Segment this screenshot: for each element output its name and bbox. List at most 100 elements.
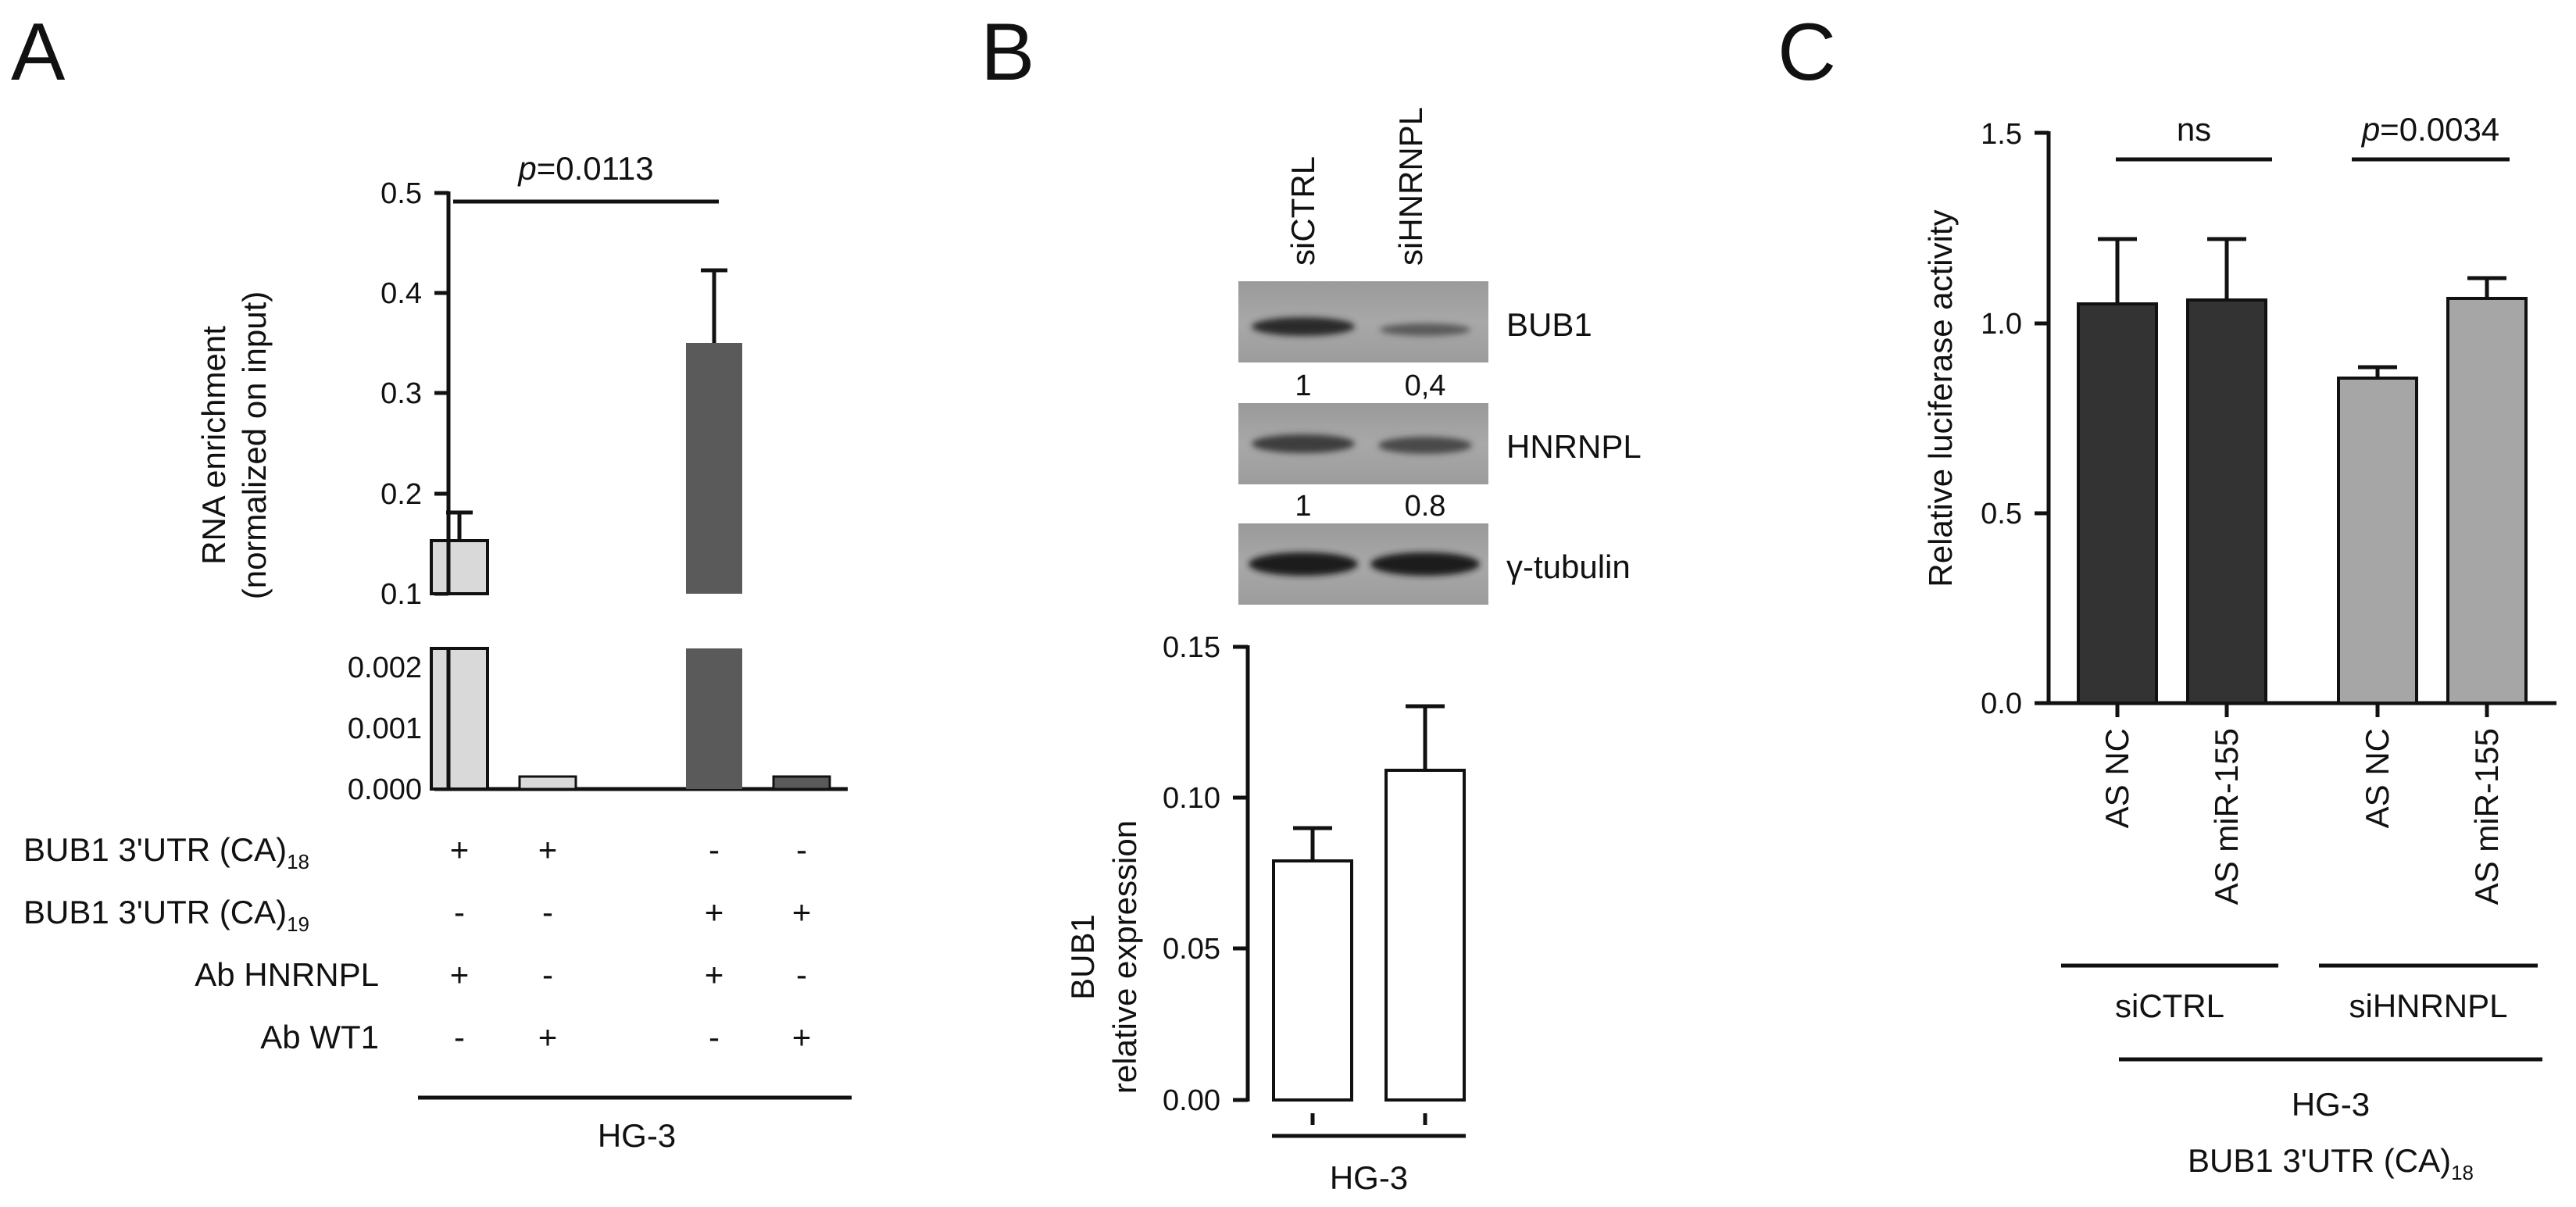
a-sign: + [450,831,470,868]
c-group-label-1: siCTRL [2115,987,2224,1024]
b-group-label: HG-3 [1330,1159,1408,1196]
b-y-axis [1233,645,1250,1102]
a-bar-1-upper [430,539,489,595]
a-ytick-0.5: 0.5 [381,177,422,210]
a-group-label: HG-3 [598,1117,676,1154]
a-ytick-0.2: 0.2 [381,478,422,511]
a-sign: + [792,894,812,930]
a-cond-3-label: Ab HNRNPL [195,956,379,993]
a-bars [430,343,831,791]
c-ylabel: Relative luciferase activity [1922,209,1959,587]
a-sign: - [796,831,807,868]
b-error-bars [1293,704,1445,861]
c-group-label-2: siHNRNPL [2349,987,2507,1024]
a-cond-2-label: BUB1 3'UTR (CA)19 [23,894,309,936]
c-bar-4 [2446,297,2528,705]
a-bar-1-lower [430,647,489,791]
b-western-blot [1238,281,1488,605]
a-bar-3-lower [686,648,742,789]
b-ylabel: BUB1 [1064,914,1101,1000]
panel-a: A RNA enrichment (normalized on input) 0… [11,7,852,1154]
b-x-ticks [1310,1113,1427,1125]
c-ytick: 1.5 [1981,118,2022,151]
c-xtick: AS NC [2099,728,2135,828]
b-blot-label-hnrnpl: HNRNPL [1506,428,1642,465]
blot-band [1380,323,1470,336]
a-conditions: BUB1 3'UTR (CA)18 BUB1 3'UTR (CA)19 Ab H… [23,831,811,1055]
a-ylabel: RNA enrichment [195,326,232,565]
c-ytick: 1.0 [1981,308,2022,341]
b-ylabel-2: relative expression [1106,820,1143,1094]
a-cond-1-label: BUB1 3'UTR (CA)18 [23,831,309,873]
a-ytick-0.002: 0.002 [348,652,422,684]
a-sign: - [709,831,720,868]
b-quant: 1 [1295,490,1311,523]
b-ytick: 0.10 [1163,782,1220,815]
b-bar-sictrl [1272,859,1353,1102]
a-ytick-0.3: 0.3 [381,377,422,410]
a-bar-2 [518,775,577,791]
a-sign: - [796,956,807,993]
a-ytick-0.4: 0.4 [381,277,422,310]
a-y-axis-upper [434,191,451,596]
a-sign: + [705,956,724,993]
c-footer-2: BUB1 3'UTR (CA)18 [2188,1142,2474,1184]
panel-b: B siCTRL siHNRNPL BUB1 HNRNPL γ-tubulin … [981,7,1642,1196]
a-ytick-0.000: 0.000 [348,773,422,806]
a-sign: + [450,956,470,993]
c-ytick: 0.5 [1981,498,2022,530]
blot-band [1252,434,1355,453]
b-blot-label-tubulin: γ-tubulin [1506,548,1631,585]
a-sign: + [538,1019,558,1055]
c-bars [2077,297,2528,705]
b-ytick: 0.00 [1163,1084,1220,1117]
a-bar-4 [772,775,831,791]
a-error-bars [446,268,727,541]
blot-band [1249,552,1358,576]
c-significance: ns p=0.0034 [2116,111,2510,162]
c-sig-pvalue: p=0.0034 [2360,111,2499,148]
c-bar-3 [2337,377,2418,705]
a-sign: + [792,1019,812,1055]
b-bars [1272,769,1466,1102]
a-cond-4-label: Ab WT1 [260,1019,379,1055]
a-sign: - [454,1019,465,1055]
a-sign: - [542,894,553,930]
a-ytick-0.001: 0.001 [348,712,422,745]
b-lane-label-sihnrnpl: siHNRNPL [1392,107,1429,266]
a-y-axis-lower [434,648,848,791]
a-sign: - [454,894,465,930]
panel-c: C Relative luciferase activity 1.5 1.0 0… [1777,7,2556,1184]
b-bar-sihnrnpl [1384,769,1466,1102]
a-pvalue: p=0.0113 [516,150,653,187]
a-sign: + [705,894,724,930]
c-x-ticks [2115,703,2489,717]
a-ytick-0.1: 0.1 [381,578,422,611]
blot-band [1252,317,1355,336]
c-bar-1 [2077,302,2158,705]
panel-letter-c: C [1777,7,1836,98]
b-lane-label-sictrl: siCTRL [1284,156,1321,266]
b-ytick: 0.05 [1163,933,1220,966]
c-footer-1: HG-3 [2292,1086,2370,1123]
a-sign: - [709,1019,720,1055]
panel-letter-b: B [981,7,1034,98]
b-quant: 1 [1295,370,1311,402]
a-bar-3-upper [686,343,742,594]
c-xtick: AS NC [2359,728,2396,828]
c-error-bars [2098,237,2506,378]
c-xtick: AS miR-155 [2468,728,2505,905]
c-ytick: 0.0 [1981,687,2022,720]
a-sign: + [538,831,558,868]
b-blot-label-bub1: BUB1 [1506,306,1592,343]
c-xtick: AS miR-155 [2208,728,2245,905]
b-quant: 0,4 [1405,370,1446,402]
panel-letter-a: A [11,7,66,98]
c-sig-ns: ns [2177,111,2211,148]
b-ytick: 0.15 [1163,631,1220,664]
a-significance: p=0.0113 [453,150,719,204]
blot-band [1370,552,1480,576]
a-sign: - [542,956,553,993]
c-bar-2 [2186,298,2267,705]
